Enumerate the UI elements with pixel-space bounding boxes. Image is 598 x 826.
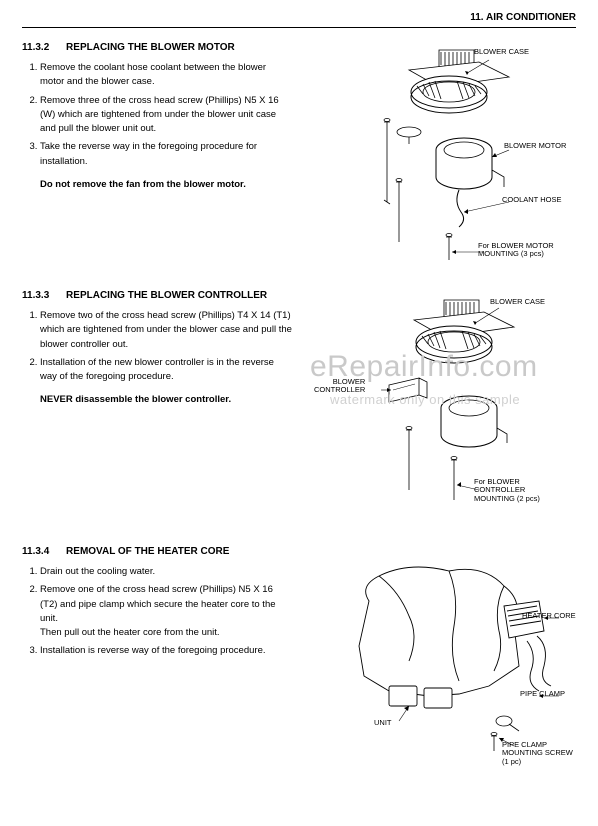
text-col: 11.3.4 REMOVAL OF THE HEATER CORE Drain … bbox=[22, 546, 302, 771]
text-col: 11.3.2 REPLACING THE BLOWER MOTOR Remove… bbox=[22, 42, 302, 272]
section-number: 11.3.2 bbox=[22, 42, 49, 53]
label-blower-case: BLOWER CASE bbox=[490, 298, 545, 306]
warning-note: NEVER disassemble the blower controller. bbox=[22, 394, 292, 405]
label-blower-case: BLOWER CASE bbox=[474, 48, 529, 56]
step: Remove the coolant hose coolant between … bbox=[40, 61, 292, 90]
label-mounting: For BLOWER MOTOR MOUNTING (3 pcs) bbox=[478, 242, 554, 259]
section-heading: REMOVAL OF THE HEATER CORE bbox=[66, 546, 229, 557]
label-coolant-hose: COOLANT HOSE bbox=[502, 196, 561, 204]
step: Take the reverse way in the foregoing pr… bbox=[40, 140, 292, 169]
warning-note: Do not remove the fan from the blower mo… bbox=[22, 179, 292, 190]
section-title: 11.3.3 REPLACING THE BLOWER CONTROLLER bbox=[22, 290, 292, 301]
figure-heater-core: HEATER CORE PIPE CLAMP UNIT PIPE CLAMP M… bbox=[302, 546, 576, 771]
figure-blower-motor: BLOWER CASE BLOWER MOTOR COOLANT HOSE Fo… bbox=[302, 42, 576, 272]
steps-list: Remove the coolant hose coolant between … bbox=[22, 61, 292, 169]
label-mounting: For BLOWER CONTROLLER MOUNTING (2 pcs) bbox=[474, 478, 540, 503]
text-col: 11.3.3 REPLACING THE BLOWER CONTROLLER R… bbox=[22, 290, 302, 520]
label-mounting-screw: PIPE CLAMP MOUNTING SCREW (1 pc) bbox=[502, 741, 573, 766]
label-unit: UNIT bbox=[374, 719, 392, 727]
step: Installation is reverse way of the foreg… bbox=[40, 644, 292, 658]
section-11-3-2: 11.3.2 REPLACING THE BLOWER MOTOR Remove… bbox=[22, 42, 576, 272]
figure-blower-controller: BLOWER CASE BLOWER CONTROLLER For BLOWER… bbox=[302, 290, 576, 520]
label-blower-motor: BLOWER MOTOR bbox=[504, 142, 566, 150]
step: Drain out the cooling water. bbox=[40, 565, 292, 579]
section-heading: REPLACING THE BLOWER CONTROLLER bbox=[66, 290, 267, 301]
section-11-3-3: 11.3.3 REPLACING THE BLOWER CONTROLLER R… bbox=[22, 290, 576, 520]
section-title: 11.3.2 REPLACING THE BLOWER MOTOR bbox=[22, 42, 292, 53]
label-blower-controller: BLOWER CONTROLLER bbox=[314, 378, 365, 395]
step: Remove two of the cross head screw (Phil… bbox=[40, 309, 292, 352]
label-heater-core: HEATER CORE bbox=[522, 612, 576, 620]
heater-core-diagram bbox=[302, 546, 576, 771]
chapter-header: 11. AIR CONDITIONER bbox=[22, 12, 576, 28]
section-number: 11.3.4 bbox=[22, 546, 49, 557]
blower-motor-diagram bbox=[302, 42, 576, 272]
label-pipe-clamp: PIPE CLAMP bbox=[520, 690, 565, 698]
steps-list: Remove two of the cross head screw (Phil… bbox=[22, 309, 292, 384]
steps-list: Drain out the cooling water. Remove one … bbox=[22, 565, 292, 659]
section-11-3-4: 11.3.4 REMOVAL OF THE HEATER CORE Drain … bbox=[22, 546, 576, 771]
section-number: 11.3.3 bbox=[22, 290, 49, 301]
manual-page: 11. AIR CONDITIONER 11.3.2 REPLACING THE… bbox=[0, 0, 598, 799]
step: Remove three of the cross head screw (Ph… bbox=[40, 94, 292, 137]
section-heading: REPLACING THE BLOWER MOTOR bbox=[66, 42, 235, 53]
section-title: 11.3.4 REMOVAL OF THE HEATER CORE bbox=[22, 546, 292, 557]
step: Installation of the new blower controlle… bbox=[40, 356, 292, 385]
step: Remove one of the cross head screw (Phil… bbox=[40, 583, 292, 640]
